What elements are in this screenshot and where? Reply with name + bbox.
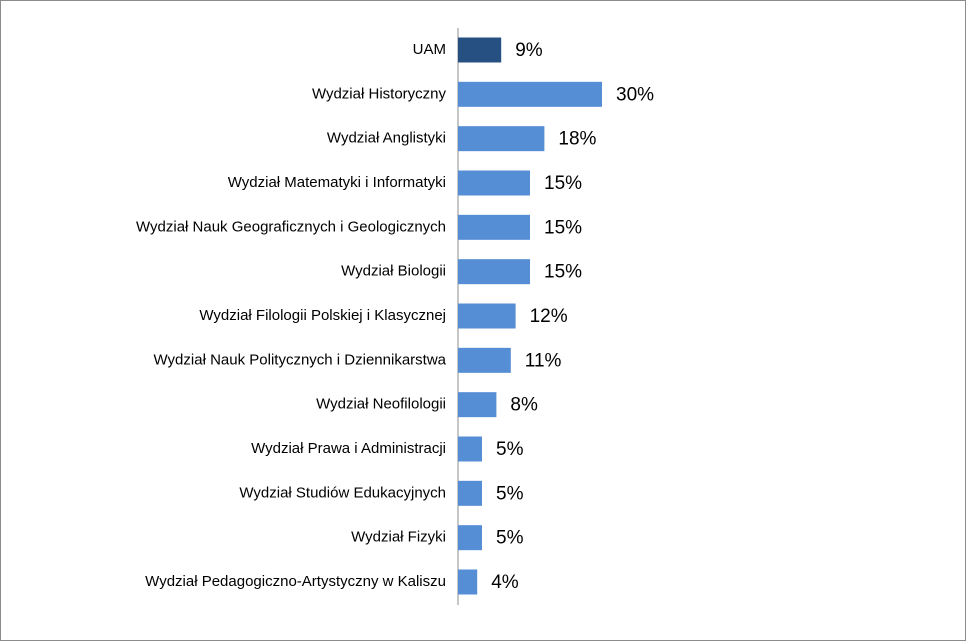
data-label: 15% xyxy=(544,173,582,194)
bar xyxy=(458,392,497,418)
category-label: Wydział Matematyki i Informatyki xyxy=(228,174,446,191)
category-label: Wydział Nauk Politycznych i Dziennikarst… xyxy=(154,351,447,368)
bar xyxy=(458,81,602,107)
category-label: Wydział Pedagogiczno-Artystyczny w Kalis… xyxy=(145,573,446,590)
bar xyxy=(458,436,482,462)
category-label: Wydział Nauk Geograficznych i Geologiczn… xyxy=(136,218,446,235)
category-label: Wydział Neofilologii xyxy=(316,396,446,413)
data-label: 15% xyxy=(544,217,582,238)
category-label: Wydział Biologii xyxy=(341,263,446,280)
bar xyxy=(458,259,530,285)
category-label: Wydział Fizyki xyxy=(351,529,446,546)
category-label: Wydział Filologii Polskiej i Klasycznej xyxy=(199,307,446,324)
bar xyxy=(458,170,530,196)
category-label: Wydział Prawa i Administracji xyxy=(251,440,446,457)
data-label: 8% xyxy=(510,395,538,416)
data-label: 12% xyxy=(530,306,568,327)
data-label: 5% xyxy=(496,528,524,549)
bar xyxy=(458,480,482,506)
bar xyxy=(458,569,478,595)
data-label: 18% xyxy=(558,129,596,150)
data-label: 15% xyxy=(544,262,582,283)
data-label: 5% xyxy=(496,439,524,460)
bar xyxy=(458,37,502,63)
bar xyxy=(458,525,482,551)
category-label: Wydział Historyczny xyxy=(312,85,447,102)
bar xyxy=(458,214,530,240)
category-label: Wydział Studiów Edukacyjnych xyxy=(239,484,446,501)
category-label: UAM xyxy=(413,41,446,58)
data-label: 5% xyxy=(496,483,524,504)
data-label: 9% xyxy=(515,40,543,61)
bar xyxy=(458,347,511,373)
data-label: 30% xyxy=(616,84,654,105)
category-label: Wydział Anglistyki xyxy=(327,130,446,147)
data-label: 11% xyxy=(525,350,562,371)
data-label: 4% xyxy=(491,572,519,593)
bar xyxy=(458,126,545,152)
bar xyxy=(458,303,516,329)
